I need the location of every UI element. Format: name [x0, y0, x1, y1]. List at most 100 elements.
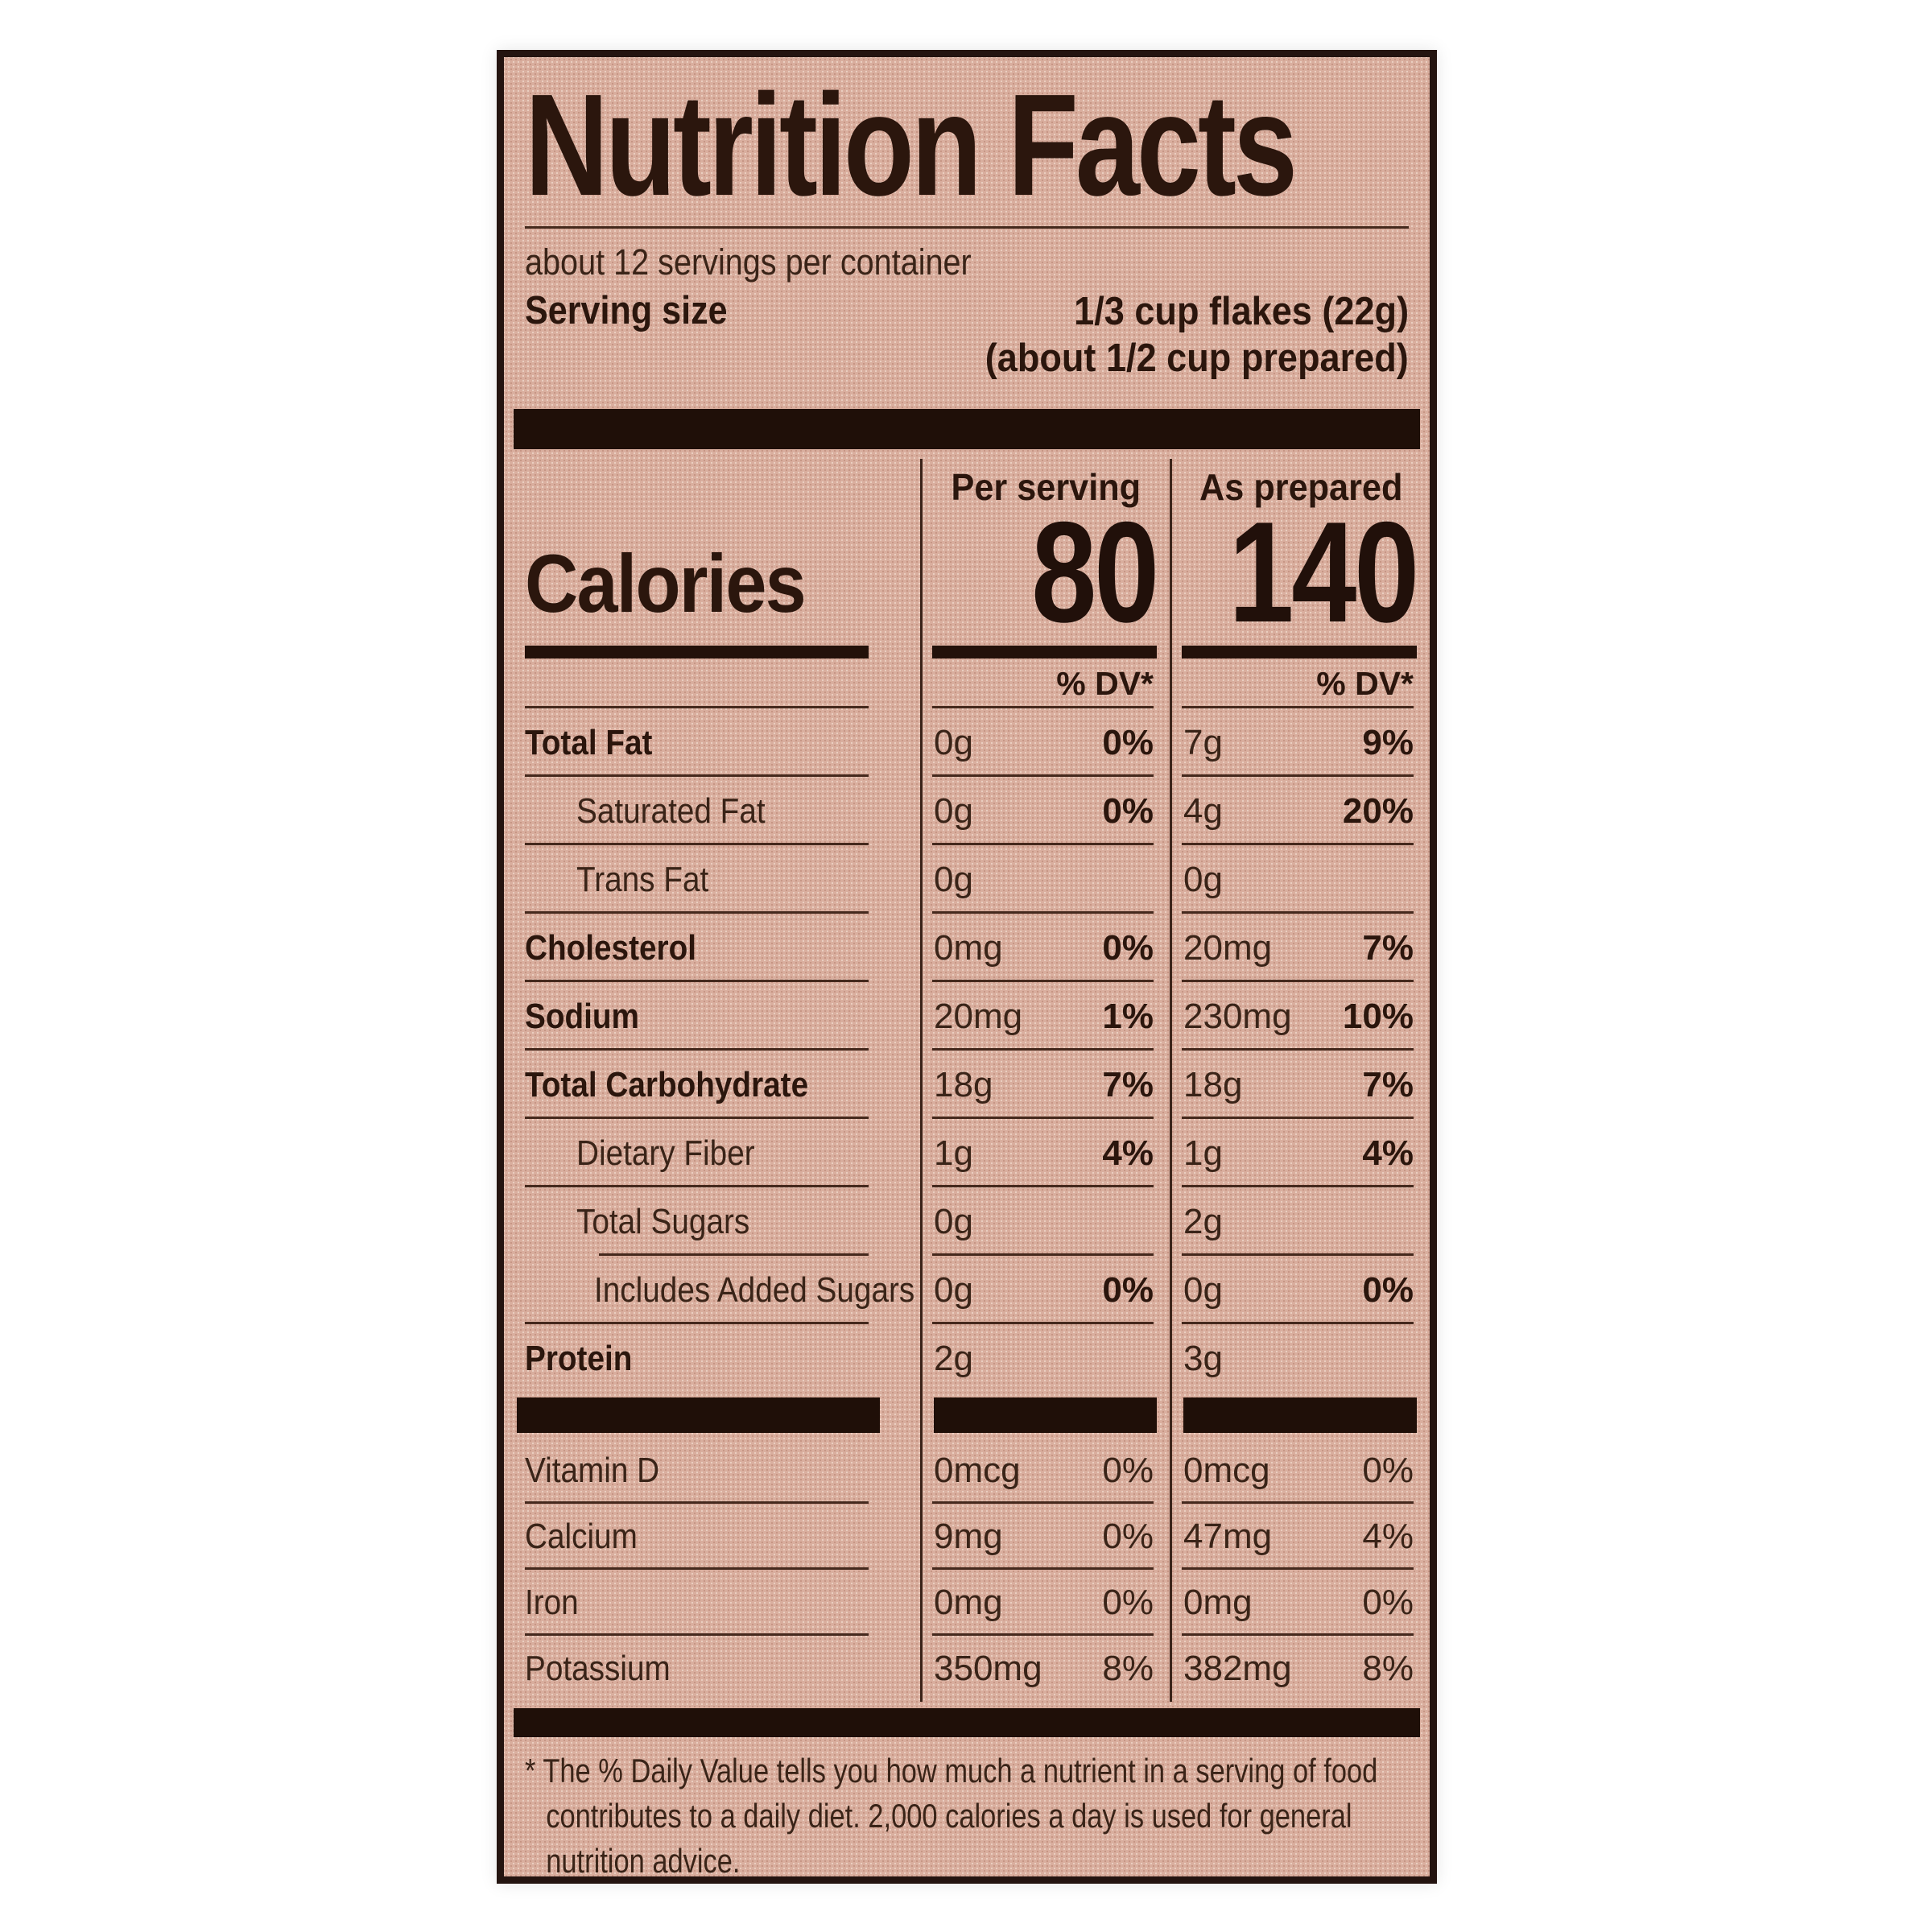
as-prepared-cell: 382mg 8% [1170, 1636, 1430, 1702]
per-serving-header: Per serving [951, 466, 1141, 508]
per-serving-dv: 0% [1102, 722, 1154, 762]
per-serving-amount: 0g [934, 1201, 973, 1241]
serving-size-row: Serving size 1/3 cup flakes (22g) (about… [525, 288, 1409, 382]
as-prepared-amount: 382mg [1183, 1649, 1292, 1688]
as-prepared-dv: 0% [1362, 1583, 1414, 1622]
per-serving-cell: 350mg 8% [920, 1636, 1170, 1702]
footnote: * The % Daily Value tells you how much a… [525, 1748, 1430, 1880]
as-prepared-dv: 4% [1362, 1133, 1414, 1173]
nutrient-name-cell: Dietary Fiber [504, 1119, 920, 1187]
facts-table: Calories Per serving 80 % DV* As prepare… [504, 459, 1430, 1702]
per-serving-amount: 0g [934, 722, 973, 762]
as-prepared-amount: 0g [1183, 859, 1223, 899]
footnote-text: * The % Daily Value tells you how much a… [525, 1752, 1378, 1880]
nutrient-name: Iron [525, 1583, 579, 1622]
nutrient-name-cell: Includes Added Sugars [504, 1256, 920, 1324]
calories-per-serving-cell: Per serving 80 % DV* [920, 459, 1170, 708]
per-serving-cell: 0g 0% [920, 1256, 1170, 1324]
as-prepared-amount: 20mg [1183, 927, 1273, 968]
per-serving-amount: 0mg [934, 1583, 1003, 1622]
per-serving-dv: 0% [1102, 1583, 1154, 1622]
as-prepared-cell: 7g 9% [1170, 708, 1430, 777]
as-prepared-dv: 8% [1362, 1649, 1414, 1688]
nutrient-name: Dietary Fiber [576, 1133, 755, 1173]
per-serving-dv: 8% [1102, 1649, 1154, 1688]
as-prepared-header: As prepared [1199, 466, 1403, 508]
per-serving-amount: 9mg [934, 1517, 1003, 1556]
as-prepared-amount: 47mg [1183, 1517, 1273, 1556]
mid-separator-bar [1183, 1397, 1417, 1433]
as-prepared-cell: 18g 7% [1170, 1051, 1430, 1119]
as-prepared-amount: 3g [1183, 1338, 1223, 1378]
nutrient-name-cell: Sodium [504, 982, 920, 1051]
per-serving-cell: 9mg 0% [920, 1504, 1170, 1570]
as-prepared-cell: 47mg 4% [1170, 1504, 1430, 1570]
nutrient-name: Sodium [525, 996, 639, 1036]
calories-as-prepared-cell: As prepared 140 % DV* [1170, 459, 1430, 708]
nutrient-name: Total Carbohydrate [525, 1064, 809, 1104]
nutrient-name: Potassium [525, 1649, 671, 1688]
nutrient-name: Total Sugars [576, 1201, 750, 1241]
calories-label-cell: Calories [504, 459, 920, 708]
per-serving-dv: 1% [1102, 996, 1154, 1036]
as-prepared-cell: 4g 20% [1170, 777, 1430, 845]
dv-header-as-prepared: % DV* [1316, 664, 1414, 702]
nutrient-name: Vitamin D [525, 1451, 660, 1490]
calories-rule [932, 646, 1157, 658]
nutrient-name-cell: Trans Fat [504, 845, 920, 914]
nutrient-name-cell: Potassium [504, 1636, 920, 1702]
calories-per-serving-value: 80 [1031, 492, 1159, 653]
per-serving-dv: 0% [1102, 1269, 1154, 1310]
serving-size-value: 1/3 cup flakes (22g) (about 1/2 cup prep… [948, 288, 1409, 382]
label-title-text: Nutrition Facts [525, 64, 1298, 226]
title-divider-line [525, 226, 1409, 229]
nutrient-name: Calcium [525, 1517, 638, 1556]
calories-as-prepared-value: 140 [1228, 492, 1419, 653]
as-prepared-cell: 3g [1170, 1324, 1430, 1393]
serving-size-label: Serving size [525, 289, 728, 332]
per-serving-amount: 0g [934, 791, 973, 831]
nutrient-name-cell: Total Fat [504, 708, 920, 777]
per-serving-amount: 0g [934, 859, 973, 899]
nutrient-name-cell: Protein [504, 1324, 920, 1393]
dv-header-spacer [504, 658, 920, 708]
per-serving-dv: 0% [1102, 791, 1154, 831]
nutrient-name-cell: Iron [504, 1570, 920, 1636]
per-serving-cell: 0g 0% [920, 777, 1170, 845]
nutrient-name: Trans Fat [576, 859, 709, 899]
label-title: Nutrition Facts [525, 64, 1430, 226]
mid-separator-bar [517, 1397, 880, 1433]
per-serving-cell: 0g [920, 1187, 1170, 1256]
as-prepared-cell: 0g 0% [1170, 1256, 1430, 1324]
nutrition-facts-label: Nutrition Facts about 12 servings per co… [497, 50, 1437, 1884]
nutrient-name: Includes Added Sugars [594, 1269, 915, 1310]
as-prepared-dv: 4% [1362, 1517, 1414, 1556]
as-prepared-dv: 0% [1362, 1269, 1414, 1310]
per-serving-amount: 2g [934, 1338, 973, 1378]
per-serving-dv: 0% [1102, 1517, 1154, 1556]
as-prepared-cell: 0g [1170, 845, 1430, 914]
as-prepared-cell: 0mg 0% [1170, 1570, 1430, 1636]
as-prepared-dv: 10% [1342, 996, 1414, 1036]
as-prepared-dv: 7% [1362, 1064, 1414, 1104]
per-serving-amount: 0g [934, 1269, 973, 1310]
servings-per-container: about 12 servings per container [525, 242, 1430, 283]
nutrient-name-cell: Total Sugars [504, 1187, 920, 1256]
thick-separator-bar-top [514, 409, 1420, 449]
as-prepared-amount: 18g [1183, 1064, 1243, 1104]
calories-word: Calories [525, 538, 807, 630]
as-prepared-amount: 0mg [1183, 1583, 1253, 1622]
bar-row-per-serving-cell [920, 1393, 1170, 1438]
per-serving-cell: 1g 4% [920, 1119, 1170, 1187]
serving-size-line1: 1/3 cup flakes (22g) [1074, 290, 1409, 333]
per-serving-amount: 0mg [934, 927, 1003, 968]
as-prepared-cell: 0mcg 0% [1170, 1438, 1430, 1504]
bar-row-label-cell [504, 1393, 920, 1438]
as-prepared-dv: 7% [1362, 927, 1414, 968]
per-serving-amount: 350mg [934, 1649, 1042, 1688]
as-prepared-amount: 2g [1183, 1201, 1223, 1241]
nutrient-name-cell: Vitamin D [504, 1438, 920, 1504]
per-serving-cell: 0mcg 0% [920, 1438, 1170, 1504]
as-prepared-dv: 0% [1362, 1451, 1414, 1490]
